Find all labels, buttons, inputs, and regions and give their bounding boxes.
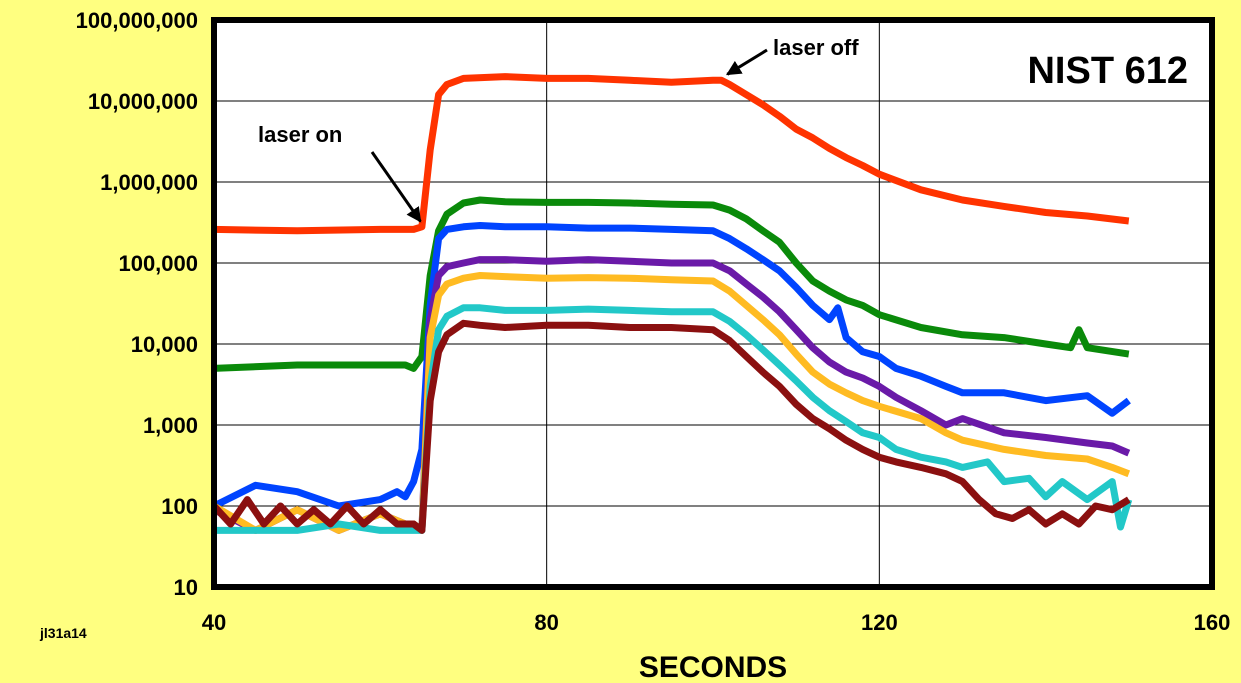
- y-axis-ticks: 10 100 1,000 10,000 100,000 1,000,000 10,000,0…: [76, 8, 198, 600]
- series-line-1: [213, 73, 1130, 235]
- corner-label: jl31a14: [39, 625, 87, 641]
- x-tick-label: 80: [534, 610, 558, 635]
- grid: [214, 20, 1212, 587]
- x-tick-label: 40: [202, 610, 226, 635]
- y-tick-label: 10: [174, 575, 198, 600]
- plot-frame: [211, 17, 1215, 590]
- y-tick-label: 10,000,000: [88, 89, 198, 114]
- x-tick-label: 120: [861, 610, 898, 635]
- y-tick-label: 100: [161, 494, 198, 519]
- chart-title: NIST 612: [1027, 50, 1188, 92]
- x-axis-ticks: 40 80 120 160: [202, 610, 1231, 635]
- annotations: laser on laser off: [258, 35, 859, 223]
- annotation-laser-on: laser on: [258, 122, 342, 147]
- y-tick-label: 100,000: [118, 251, 198, 276]
- y-tick-label: 1,000: [143, 413, 198, 438]
- y-tick-label: 10,000: [131, 332, 198, 357]
- series-layer: [211, 73, 1133, 534]
- x-tick-label: 160: [1194, 610, 1231, 635]
- series-line-7: [211, 319, 1131, 534]
- x-axis-title: SECONDS: [639, 651, 787, 683]
- series-line-3: [212, 222, 1131, 510]
- y-tick-label: 100,000,000: [76, 8, 198, 33]
- y-tick-label: 1,000,000: [100, 170, 198, 195]
- arrow-laser-on: [370, 151, 422, 223]
- arrow-laser-off: [726, 48, 768, 76]
- annotation-laser-off: laser off: [773, 35, 859, 60]
